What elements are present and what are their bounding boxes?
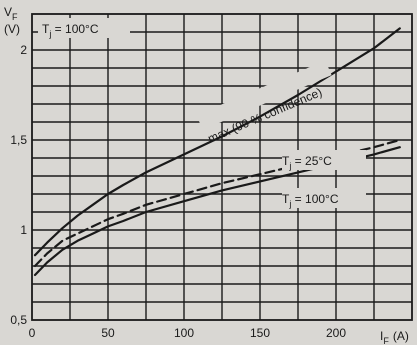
max-label-background	[196, 60, 332, 130]
x-tick-label: 0	[29, 326, 36, 340]
grid	[32, 14, 412, 320]
series-label-tj-100: Tj = 100°C	[282, 192, 339, 209]
plot-frame	[31, 13, 413, 321]
chart-condition-title: Tj = 100°C	[42, 22, 99, 39]
t25-label-background	[282, 150, 366, 170]
x-tick-label: 200	[326, 326, 346, 340]
ticks: 0 50 100 150 200 0,5 1 1,5 2	[10, 43, 346, 340]
y-axis-label: VF	[4, 5, 18, 22]
t100-label-background	[282, 188, 366, 208]
title-background	[38, 18, 130, 38]
x-axis-label: IF (A)	[380, 329, 409, 345]
x-tick-label: 150	[250, 326, 270, 340]
series-line-0	[33, 27, 401, 257]
x-tick-label: 50	[101, 326, 115, 340]
series-label-tj-25: Tj = 25°C	[282, 154, 332, 171]
x-tick-label: 100	[174, 326, 194, 340]
y-tick-label: 1	[20, 223, 27, 237]
y-axis-unit: (V)	[4, 22, 20, 36]
y-tick-label: 2	[20, 43, 27, 57]
y-tick-label: 0,5	[10, 313, 27, 327]
y-tick-label: 1,5	[10, 133, 27, 147]
